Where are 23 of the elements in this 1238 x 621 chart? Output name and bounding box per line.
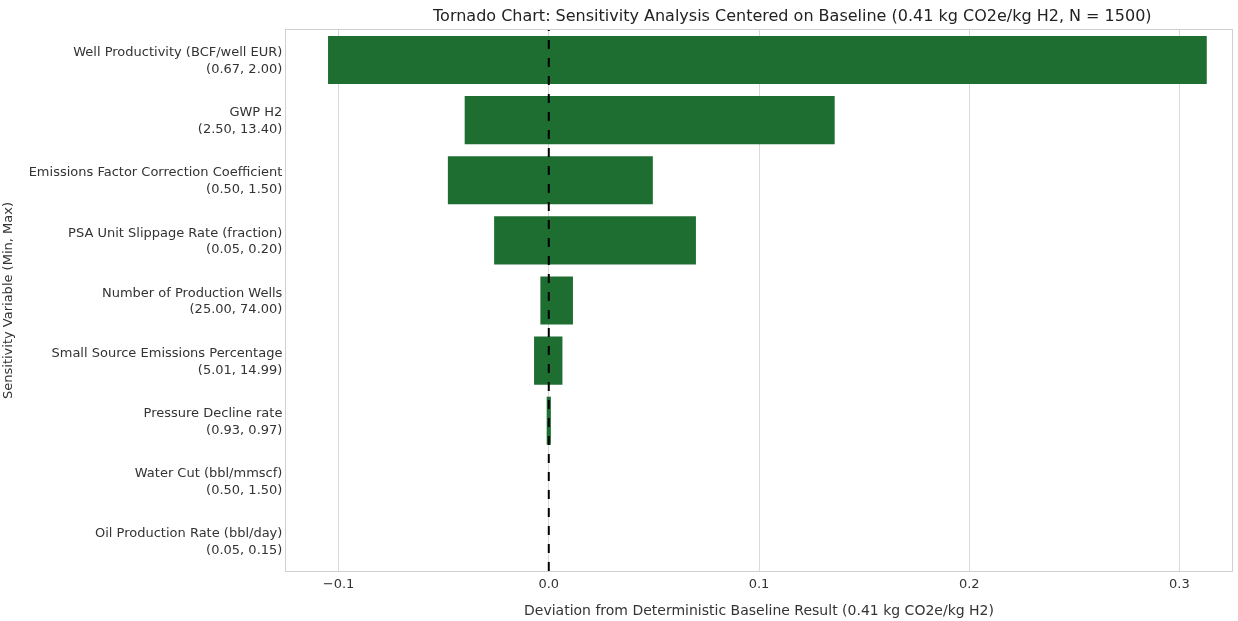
y-tick-label: Small Source Emissions Percentage (5.01, 14.99) — [51, 344, 283, 377]
x-axis-title: Deviation from Deterministic Baseline Result (0.41 kg CO2e/kg H2) — [524, 601, 994, 618]
bar — [540, 276, 573, 325]
y-tick-label: Water Cut (bbl/mmscf) (0.50, 1.50) — [134, 464, 283, 497]
bar — [534, 336, 563, 385]
y-tick-label: Emissions Factor Correction Coefficient (0.50, 1.50) — [28, 164, 283, 197]
bar — [447, 156, 653, 205]
y-tick-label: Well Productivity (BCF/well EUR) (0.67, 2.00) — [73, 44, 283, 77]
y-tick-label: Oil Production Rate (bbl/day) (0.05, 0.15) — [95, 525, 283, 557]
x-tick-label: 0.0 — [538, 575, 560, 591]
x-tick-label: 0.1 — [748, 575, 770, 591]
x-tick-label: −0.1 — [322, 575, 355, 591]
chart-title: Tornado Chart: Sensitivity Analysis Centered on Baseline (0.41 kg CO2e/kg H2, N = 1500) — [432, 5, 1152, 25]
bar — [494, 216, 696, 265]
y-axis-title: Sensitivity Variable (Min, Max) — [0, 202, 15, 399]
x-tick-label: 0.3 — [1169, 575, 1190, 591]
x-tick-label: 0.2 — [958, 575, 980, 591]
y-tick-label: Number of Production Wells (25.00, 74.00) — [101, 284, 283, 317]
y-tick-label: PSA Unit Slippage Rate (fraction) (0.05, 0.20) — [68, 224, 283, 257]
bar — [328, 36, 1207, 85]
bar — [464, 96, 835, 145]
y-tick-label: GWP H2 (2.50, 13.40) — [197, 104, 283, 137]
y-tick-label: Pressure Decline rate (0.93, 0.97) — [143, 404, 283, 437]
